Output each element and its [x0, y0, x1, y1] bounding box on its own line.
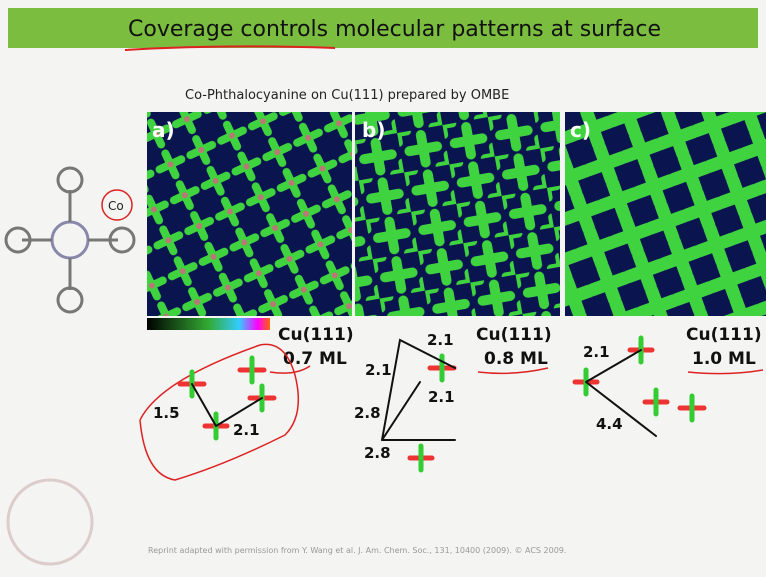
panel-label: c) — [570, 118, 591, 142]
panel-label: a) — [152, 118, 175, 142]
stm-image — [355, 112, 560, 316]
distance: 4.4 — [596, 415, 623, 433]
distance: 2.8 — [354, 404, 381, 422]
distance: 1.5 — [153, 404, 180, 422]
substrate: Cu(111) — [686, 325, 762, 345]
footer: Reprint adapted with permission from Y. … — [148, 546, 566, 555]
seal — [8, 480, 92, 564]
substrate: Cu(111) — [476, 325, 552, 345]
annotations — [140, 344, 763, 480]
distance: 2.1 — [365, 361, 392, 379]
stm-image — [565, 112, 766, 316]
distance: 2.1 — [233, 421, 260, 439]
slide: Coverage controls molecular patterns at … — [0, 0, 766, 577]
subtitle: Co-Phthalocyanine on Cu(111) prepared by… — [185, 88, 509, 103]
panel-label: b) — [362, 118, 385, 142]
title: Coverage controls molecular patterns at … — [128, 17, 661, 42]
substrate: Cu(111) — [278, 325, 354, 345]
molecule — [6, 168, 134, 312]
distance: 2.8 — [364, 444, 391, 462]
distance: 2.1 — [428, 388, 455, 406]
stm-image — [147, 112, 352, 316]
molecule-label: Co — [108, 199, 124, 213]
distance: 2.1 — [427, 331, 454, 349]
coverage: 0.8 ML — [484, 349, 548, 369]
colorbar — [147, 318, 270, 330]
distance: 2.1 — [583, 343, 610, 361]
coverage: 1.0 ML — [692, 349, 756, 369]
